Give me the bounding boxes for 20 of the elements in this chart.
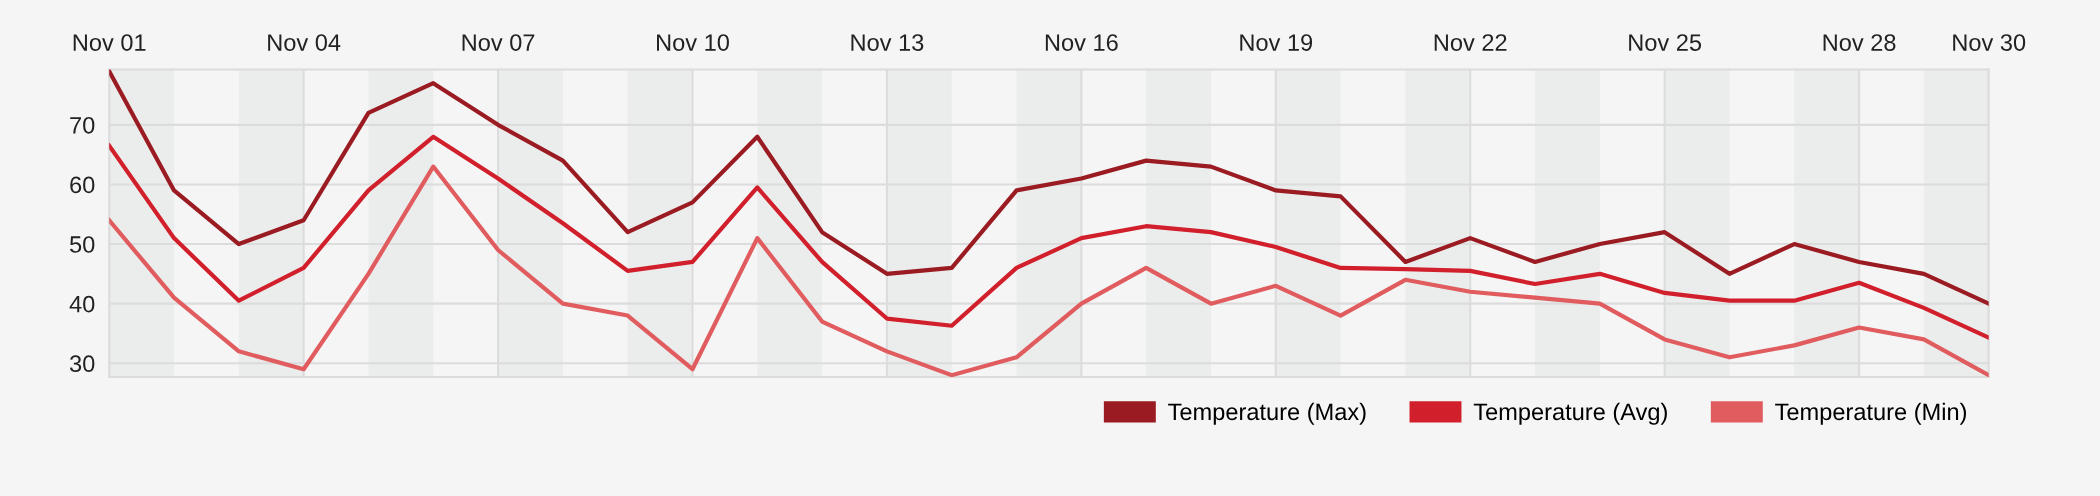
y-tick-label: 40 — [69, 295, 95, 313]
x-tick-label: Nov 10 — [657, 34, 729, 51]
legend-label: Temperature (Avg) — [1473, 402, 1667, 425]
x-tick-label: Nov 28 — [1823, 34, 1896, 51]
x-tick-label: Nov 04 — [268, 34, 341, 51]
y-tick-label: 50 — [70, 236, 95, 253]
y-tick-label: 60 — [70, 176, 95, 194]
x-tick-label: Nov 01 — [73, 34, 146, 51]
x-tick-label: Nov 07 — [462, 34, 535, 51]
x-tick-label: Nov 13 — [851, 34, 924, 51]
x-tick-label: Nov 25 — [1629, 34, 1702, 51]
line-series — [109, 134, 1989, 340]
legend-label: Temperature (Min) — [1775, 402, 1966, 425]
x-tick-label: Nov 30 — [1953, 34, 2026, 51]
x-tick-label: Nov 19 — [1240, 34, 1313, 51]
x-tick-label: Nov 16 — [1045, 34, 1118, 51]
x-tick-label: Nov 22 — [1434, 34, 1507, 51]
y-tick-label: 30 — [69, 355, 95, 373]
y-tick-label: 70 — [70, 116, 95, 134]
legend-label: Temperature (Max) — [1168, 402, 1366, 425]
